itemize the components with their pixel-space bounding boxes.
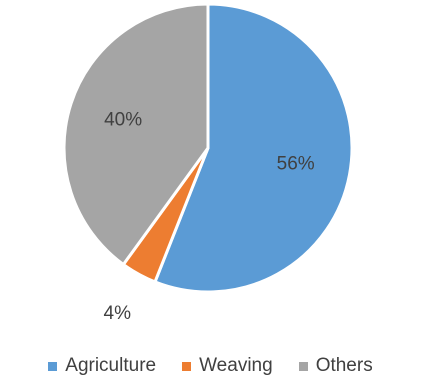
pie-chart: 56% 4% 40% [62,2,354,324]
legend-item-weaving: Weaving [182,355,273,377]
legend-swatch-agriculture [48,361,58,371]
legend: Agriculture Weaving Others [0,352,421,380]
data-label-weaving: 4% [104,303,132,324]
pie-slice-others [62,2,210,267]
legend-swatch-others [298,361,308,371]
legend-label-weaving: Weaving [199,355,273,376]
pie-slices [62,2,354,294]
legend-label-agriculture: Agriculture [65,355,157,376]
legend-label-others: Others [315,355,373,376]
pie-slice-agriculture [153,2,354,294]
legend-swatch-weaving [182,361,192,371]
legend-item-agriculture: Agriculture [48,355,156,377]
data-label-agriculture: 56% [277,154,315,175]
data-label-others: 40% [104,109,142,130]
pie-labels: 56% 4% 40% [104,109,315,323]
legend-item-others: Others [298,355,373,377]
